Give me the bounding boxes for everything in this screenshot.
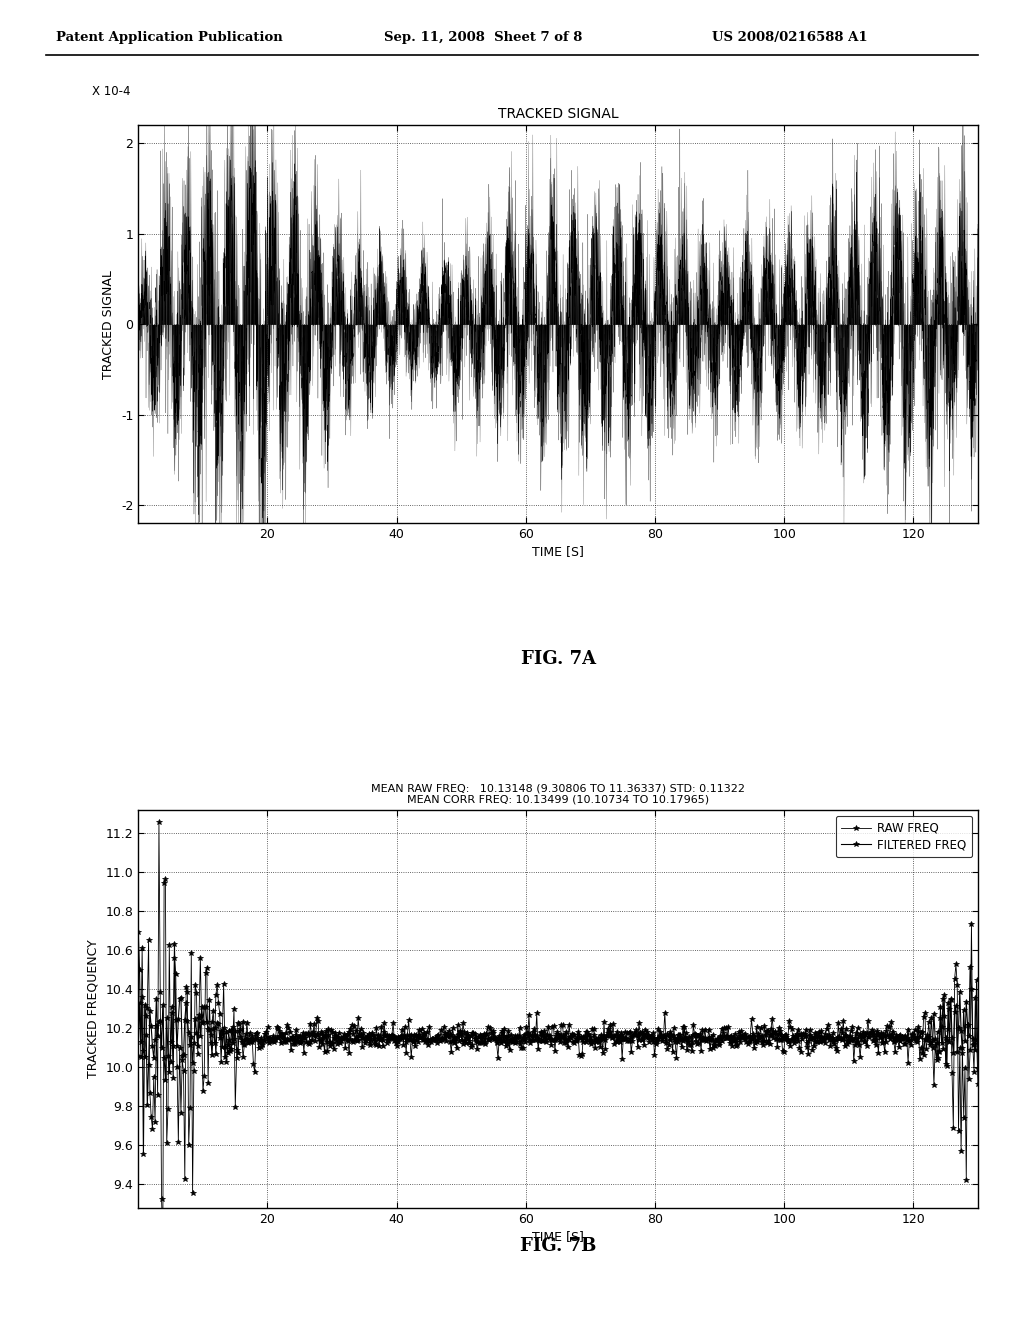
FILTERED FREQ bbox=[717, 1030, 729, 1045]
Legend: RAW FREQ, FILTERED FREQ: RAW FREQ, FILTERED FREQ bbox=[836, 816, 972, 857]
Line: RAW FREQ: RAW FREQ bbox=[135, 820, 981, 1239]
RAW FREQ bbox=[157, 1229, 169, 1245]
RAW FREQ bbox=[358, 1035, 371, 1051]
Title: TRACKED SIGNAL: TRACKED SIGNAL bbox=[498, 107, 618, 121]
Title: MEAN RAW FREQ:   10.13148 (9.30806 TO 11.36337) STD: 0.11322
MEAN CORR FREQ: 10.: MEAN RAW FREQ: 10.13148 (9.30806 TO 11.3… bbox=[371, 783, 745, 805]
Text: X 10-4: X 10-4 bbox=[92, 84, 130, 98]
FILTERED FREQ bbox=[550, 1031, 562, 1047]
X-axis label: TIME [S]: TIME [S] bbox=[532, 1230, 584, 1243]
RAW FREQ bbox=[730, 1039, 742, 1055]
RAW FREQ bbox=[794, 1040, 806, 1056]
Text: US 2008/0216588 A1: US 2008/0216588 A1 bbox=[712, 30, 867, 44]
FILTERED FREQ bbox=[137, 1146, 150, 1162]
FILTERED FREQ bbox=[728, 1032, 740, 1048]
X-axis label: TIME [S]: TIME [S] bbox=[532, 545, 584, 558]
FILTERED FREQ bbox=[792, 1034, 804, 1049]
FILTERED FREQ bbox=[972, 1061, 984, 1077]
Text: FIG. 7A: FIG. 7A bbox=[520, 649, 596, 668]
Text: Sep. 11, 2008  Sheet 7 of 8: Sep. 11, 2008 Sheet 7 of 8 bbox=[384, 30, 583, 44]
Y-axis label: TRACKED FREQUENCY: TRACKED FREQUENCY bbox=[87, 940, 100, 1078]
RAW FREQ bbox=[718, 1020, 730, 1036]
FILTERED FREQ bbox=[672, 1034, 684, 1049]
RAW FREQ bbox=[132, 1048, 144, 1064]
FILTERED FREQ bbox=[132, 924, 144, 940]
RAW FREQ bbox=[551, 1026, 563, 1041]
Text: Patent Application Publication: Patent Application Publication bbox=[56, 30, 283, 44]
Y-axis label: TRACKED SIGNAL: TRACKED SIGNAL bbox=[102, 269, 116, 379]
Text: FIG. 7B: FIG. 7B bbox=[520, 1237, 596, 1255]
FILTERED FREQ bbox=[357, 1030, 370, 1045]
RAW FREQ bbox=[673, 1031, 685, 1047]
Line: FILTERED FREQ: FILTERED FREQ bbox=[135, 929, 981, 1156]
RAW FREQ bbox=[972, 1076, 984, 1092]
RAW FREQ bbox=[153, 814, 165, 830]
